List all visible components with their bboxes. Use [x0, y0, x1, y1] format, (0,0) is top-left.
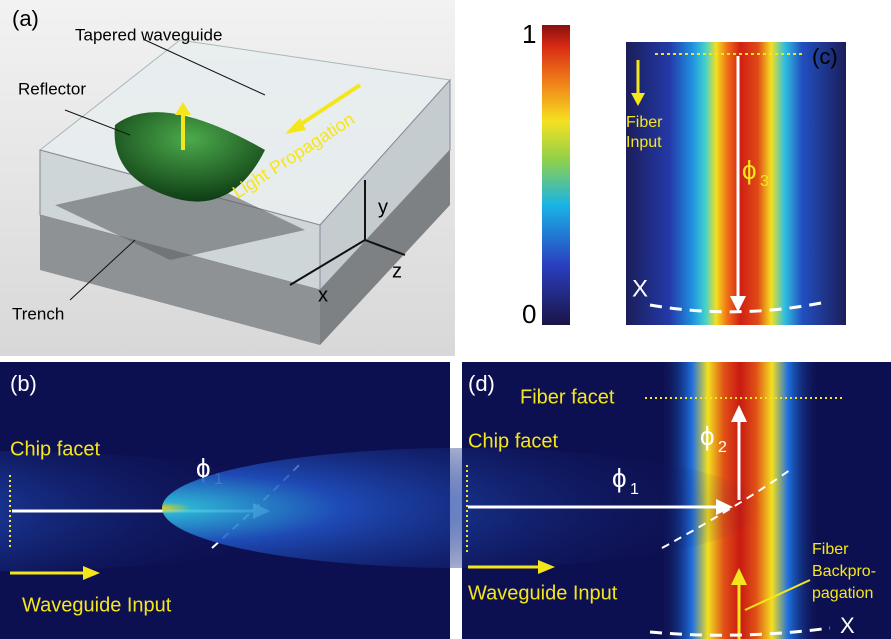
panel-c: 1 0 (c) Fiber Input ϕ 3 X — [522, 19, 846, 329]
label: Chip facet — [468, 430, 558, 452]
axis-label: x — [318, 284, 328, 306]
phi-symbol: ϕ — [612, 463, 627, 493]
label: Fiber facet — [520, 386, 615, 408]
panel-label: (c) — [812, 44, 838, 69]
label: Fiber — [626, 114, 663, 131]
phi-subscript: 3 — [760, 173, 769, 190]
label: Tapered waveguide — [75, 25, 222, 44]
colorbar-min: 0 — [522, 299, 536, 329]
marker-label: X — [632, 275, 648, 302]
label: Waveguide Input — [468, 582, 618, 604]
label: pagation — [812, 585, 873, 602]
label: Chip facet — [10, 438, 100, 460]
phi-subscript: 1 — [630, 481, 639, 498]
panel-a: (a) Tapered waveguide Reflector Light Pr… — [0, 0, 455, 356]
field-map — [626, 42, 846, 325]
panel-label: (b) — [10, 371, 37, 396]
phi-symbol: ϕ — [700, 421, 715, 451]
label: Fiber — [812, 541, 849, 558]
panel-label: (d) — [468, 371, 495, 396]
label: Input — [626, 134, 662, 151]
phi-subscript: 2 — [718, 439, 727, 456]
axis-label: z — [392, 260, 402, 282]
label: Waveguide Input — [22, 594, 172, 616]
label: Backpro- — [812, 563, 876, 580]
figure: (a) Tapered waveguide Reflector Light Pr… — [0, 0, 891, 639]
marker-label: X — [840, 613, 855, 638]
label: Reflector — [18, 79, 86, 98]
label: Trench — [12, 304, 64, 323]
colorbar — [542, 25, 570, 325]
colorbar-max: 1 — [522, 19, 536, 49]
panel-label: (a) — [12, 6, 39, 31]
axis-label: y — [378, 196, 388, 218]
phi-symbol: ϕ — [742, 155, 757, 185]
